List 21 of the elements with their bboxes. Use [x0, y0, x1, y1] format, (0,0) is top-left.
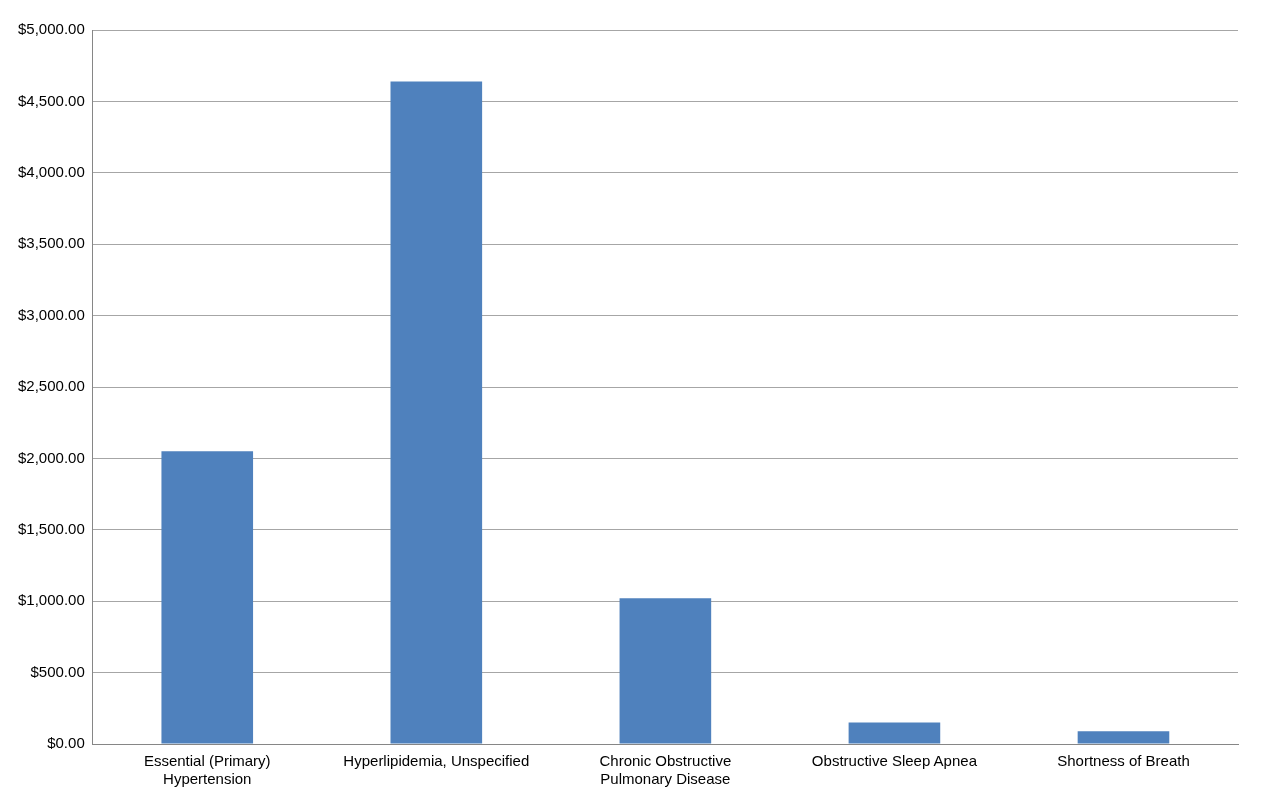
x-tick-label: Obstructive Sleep Apnea	[811, 752, 978, 770]
y-tick-label: $500.00	[30, 662, 85, 680]
y-tick-label: $3,500.00	[18, 234, 85, 252]
x-tick-label: Chronic Obstructive Pulmonary Disease	[599, 752, 732, 788]
y-tick-label: $0.00	[47, 734, 85, 752]
x-tick-label: Hyperlipidemia, Unspecified	[343, 752, 530, 770]
y-tick-label: $4,500.00	[18, 91, 85, 109]
y-tick-label: $2,500.00	[18, 377, 85, 395]
y-tick-label: $4,000.00	[18, 162, 85, 180]
bar	[390, 81, 483, 744]
x-tick-label: Shortness of Breath	[1057, 752, 1190, 770]
bar	[1077, 731, 1170, 744]
bar	[161, 451, 254, 744]
y-tick-label: $1,000.00	[18, 591, 85, 609]
y-tick-label: $3,000.00	[18, 305, 85, 323]
bar	[848, 722, 941, 744]
y-tick-label: $2,000.00	[18, 448, 85, 466]
y-tick-label: $5,000.00	[18, 20, 85, 38]
x-tick-label: Essential (Primary) Hypertension	[143, 752, 271, 788]
y-tick-label: $1,500.00	[18, 519, 85, 537]
bar	[619, 598, 712, 744]
